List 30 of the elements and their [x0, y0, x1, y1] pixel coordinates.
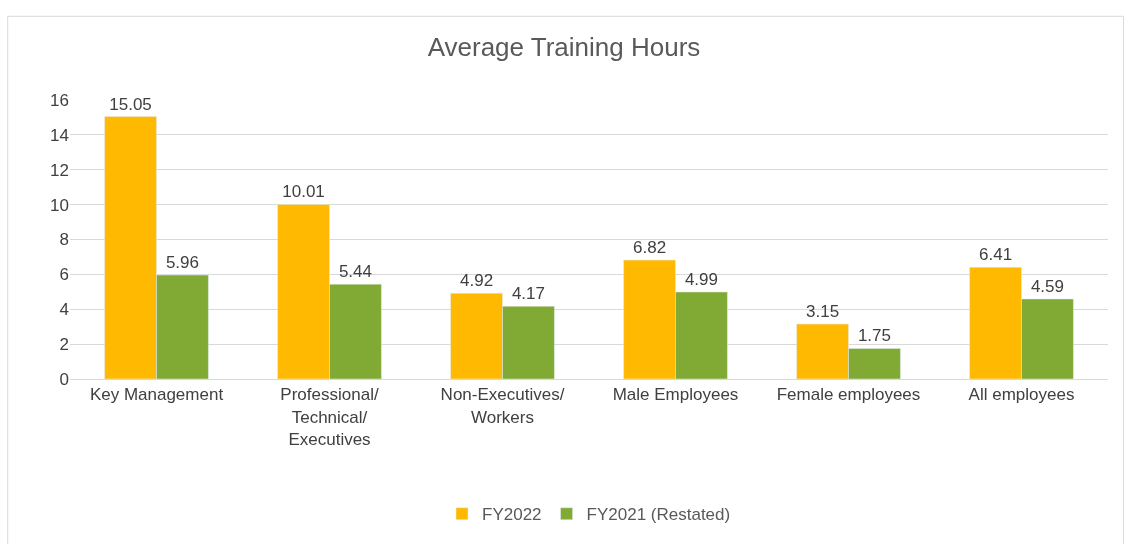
legend-label: FY2021 (Restated)	[586, 505, 731, 525]
legend-label: FY2022	[482, 505, 542, 525]
data-label: 10.01	[282, 182, 325, 202]
x-tick-label: Key Management	[89, 385, 224, 405]
y-tick-label: 16	[50, 90, 69, 110]
x-tick-label: All employees	[968, 385, 1075, 405]
y-tick-label: 8	[59, 230, 69, 250]
data-label: 15.05	[109, 94, 152, 114]
y-tick-label: 6	[59, 265, 69, 285]
y-tick-label: 14	[50, 125, 69, 145]
y-tick-label: 2	[59, 335, 69, 355]
y-tick-label: 0	[59, 369, 69, 389]
x-tick-label: Female employees	[776, 385, 921, 405]
data-label: 4.92	[460, 271, 494, 291]
y-tick-label: 10	[50, 195, 69, 215]
y-tick-label: 4	[59, 300, 69, 320]
data-label: 5.44	[338, 262, 372, 282]
x-tick-label: Professional/Technical/Executives	[280, 385, 379, 449]
y-tick-label: 12	[50, 160, 69, 180]
data-label: 4.59	[1030, 276, 1064, 296]
data-label: 6.41	[979, 245, 1013, 265]
data-label: 6.82	[633, 238, 667, 258]
data-label: 3.15	[806, 302, 840, 322]
data-label: 4.17	[511, 284, 545, 304]
data-label: 4.99	[684, 269, 718, 289]
x-tick-label: Male Employees	[612, 385, 739, 405]
data-label: 1.75	[857, 326, 891, 346]
data-label: 5.96	[165, 253, 199, 273]
x-tick-label: Non-Executives/Workers	[440, 385, 565, 427]
chart-title: Average Training Hours	[427, 32, 701, 63]
